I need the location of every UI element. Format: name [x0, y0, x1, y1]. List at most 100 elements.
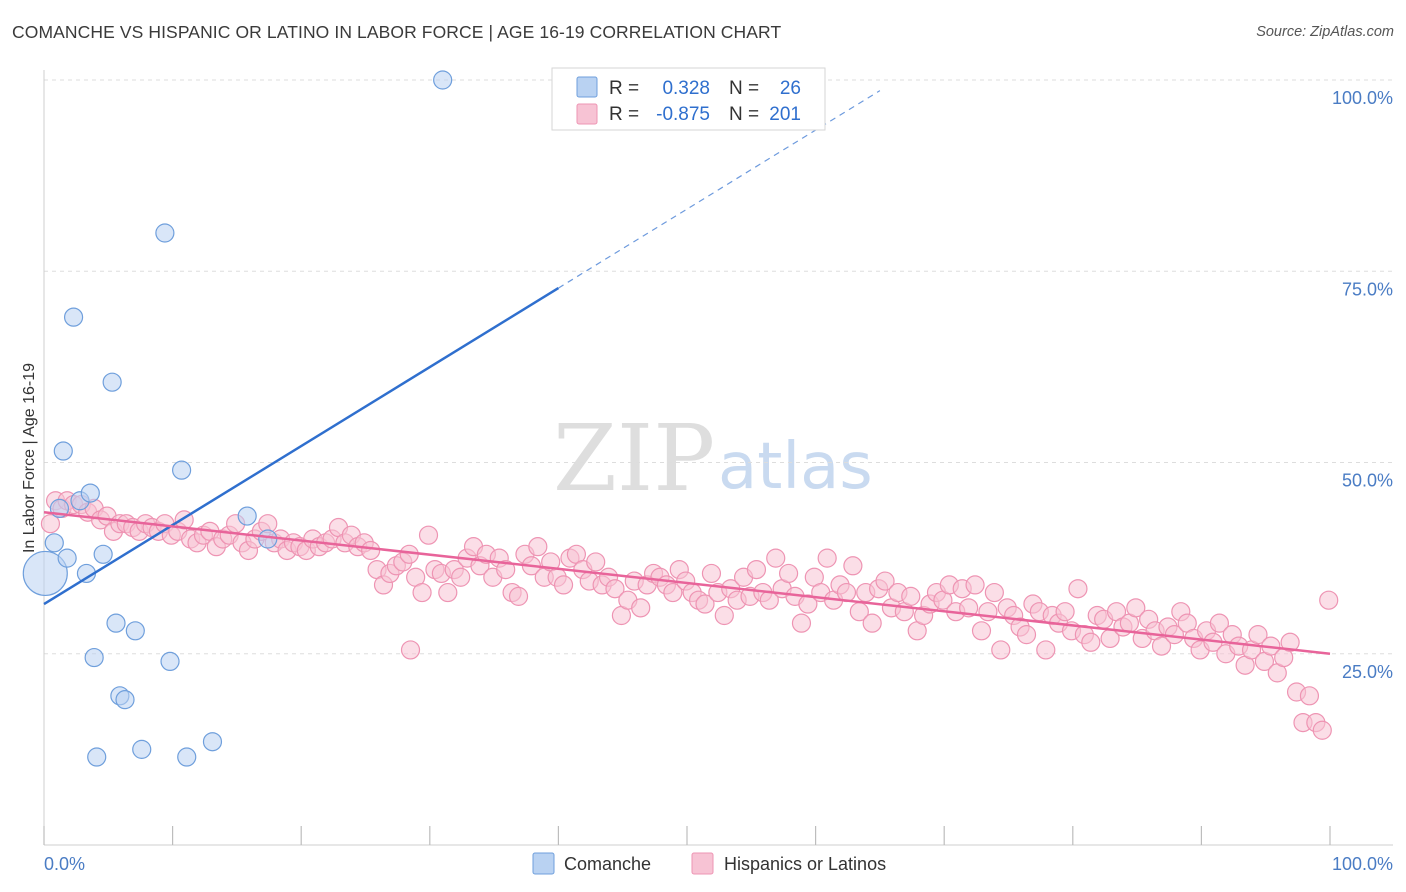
- comanche-point: [44, 533, 64, 553]
- comanche-point: [155, 223, 175, 243]
- watermark: ZIP atlas: [553, 405, 873, 512]
- y-tick-labels: 25.0% 50.0% 75.0% 100.0%: [1332, 88, 1393, 682]
- hispanic-point: [714, 605, 734, 626]
- hispanic-point: [971, 621, 992, 641]
- hispanic-point: [798, 594, 818, 614]
- hispanic-point: [1209, 613, 1230, 633]
- hispanic-point: [701, 563, 722, 584]
- comanche-point: [177, 747, 197, 767]
- hispanic-point: [1248, 625, 1268, 645]
- comanche-point: [433, 70, 453, 90]
- comanche-point: [106, 613, 126, 633]
- legend-n-label-2: N =: [729, 104, 759, 125]
- hispanic-point: [1036, 640, 1056, 660]
- correlation-legend: R = 0.328 N = 26 R = -0.875 N = 201: [551, 67, 826, 131]
- hispanic-point: [791, 613, 812, 633]
- hispanic-point: [412, 582, 432, 603]
- hispanic-point: [766, 548, 786, 568]
- comanche-point: [258, 529, 278, 549]
- hispanic-point: [695, 594, 715, 614]
- hispanic-point: [862, 613, 882, 633]
- comanche-point: [115, 690, 135, 710]
- comanche-point: [93, 544, 113, 564]
- y-tick-label: 25.0%: [1342, 662, 1393, 682]
- comanche-trend-extension: [558, 90, 881, 289]
- legend-n-value-2: 201: [769, 104, 801, 125]
- comanche-point: [125, 621, 145, 641]
- legend-r-label-1: R =: [609, 78, 639, 99]
- legend-box: [551, 67, 826, 131]
- hispanic-point: [496, 559, 516, 580]
- bottom-legend-swatch-hispanic: [691, 852, 714, 875]
- comanche-point: [57, 548, 77, 568]
- comanche-points: [22, 70, 453, 767]
- comanche-trend-line: [43, 287, 560, 606]
- x-tick-label-max: 100.0%: [1332, 854, 1393, 874]
- hispanic-point: [965, 575, 985, 595]
- hispanic-point: [451, 567, 471, 587]
- hispanic-point: [991, 640, 1011, 660]
- comanche-point: [84, 647, 104, 668]
- legend-r-value-2: -0.875: [656, 104, 710, 125]
- comanche-point: [63, 307, 84, 327]
- hispanic-point: [438, 582, 458, 603]
- hispanic-point: [843, 556, 863, 576]
- hispanic-point: [1055, 602, 1075, 622]
- watermark-atlas: atlas: [718, 430, 873, 504]
- comanche-point: [237, 506, 257, 526]
- hispanic-point: [1126, 598, 1146, 618]
- hispanic-point: [1016, 625, 1037, 645]
- legend-swatch-hispanic: [576, 103, 598, 125]
- axes: [43, 70, 1393, 846]
- hispanic-point: [778, 563, 799, 584]
- hispanic-point: [1081, 632, 1101, 652]
- legend-r-value-1: 0.328: [662, 78, 710, 99]
- comanche-point: [87, 747, 107, 767]
- hispanic-point: [984, 582, 1004, 603]
- hispanic-point: [40, 514, 61, 534]
- hispanic-point: [1319, 590, 1339, 610]
- comanche-point: [102, 372, 122, 392]
- hispanic-point: [1312, 720, 1332, 740]
- hispanic-point: [605, 579, 625, 599]
- y-axis-title: In Labor Force | Age 16-19: [21, 363, 38, 553]
- legend-swatch-comanche: [576, 76, 598, 98]
- y-tick-label: 50.0%: [1342, 471, 1393, 491]
- bottom-legend-label-hispanic: Hispanics or Latinos: [724, 854, 886, 874]
- hispanic-point: [817, 548, 837, 568]
- hispanic-point: [528, 537, 548, 557]
- comanche-point: [80, 483, 100, 503]
- source-label: Source: ZipAtlas.com: [1256, 24, 1394, 40]
- hispanic-points: [40, 491, 1339, 740]
- legend-n-label-1: N =: [729, 78, 759, 99]
- hispanic-point: [875, 571, 895, 591]
- hispanic-point: [663, 582, 683, 603]
- hispanic-point: [553, 575, 574, 595]
- bottom-legend-label-comanche: Comanche: [564, 854, 651, 874]
- hispanic-point: [361, 540, 381, 561]
- legend-r-label-2: R =: [609, 104, 639, 125]
- comanche-point: [22, 550, 68, 597]
- hispanic-point: [418, 525, 439, 545]
- hispanic-point: [1068, 579, 1088, 599]
- legend-n-value-1: 26: [780, 78, 801, 99]
- hispanic-point: [1280, 632, 1300, 652]
- bottom-legend-swatch-comanche: [532, 852, 555, 875]
- hispanic-point: [586, 552, 606, 572]
- hispanic-point: [1151, 636, 1172, 656]
- x-tick-label-min: 0.0%: [44, 854, 85, 874]
- comanche-point: [53, 441, 73, 461]
- comanche-point: [132, 739, 152, 759]
- hispanic-point: [746, 559, 767, 580]
- chart-title: COMANCHE VS HISPANIC OR LATINO IN LABOR …: [12, 22, 782, 42]
- comanche-point: [172, 460, 192, 480]
- trend-lines: [43, 90, 1331, 655]
- hispanic-point: [400, 640, 421, 660]
- comanche-point: [160, 651, 180, 672]
- series-legend: Comanche Hispanics or Latinos: [532, 852, 886, 875]
- hispanic-point: [1299, 686, 1320, 706]
- hispanic-trend-line: [43, 510, 1331, 655]
- hispanic-point: [631, 598, 651, 618]
- y-tick-label: 75.0%: [1342, 279, 1393, 299]
